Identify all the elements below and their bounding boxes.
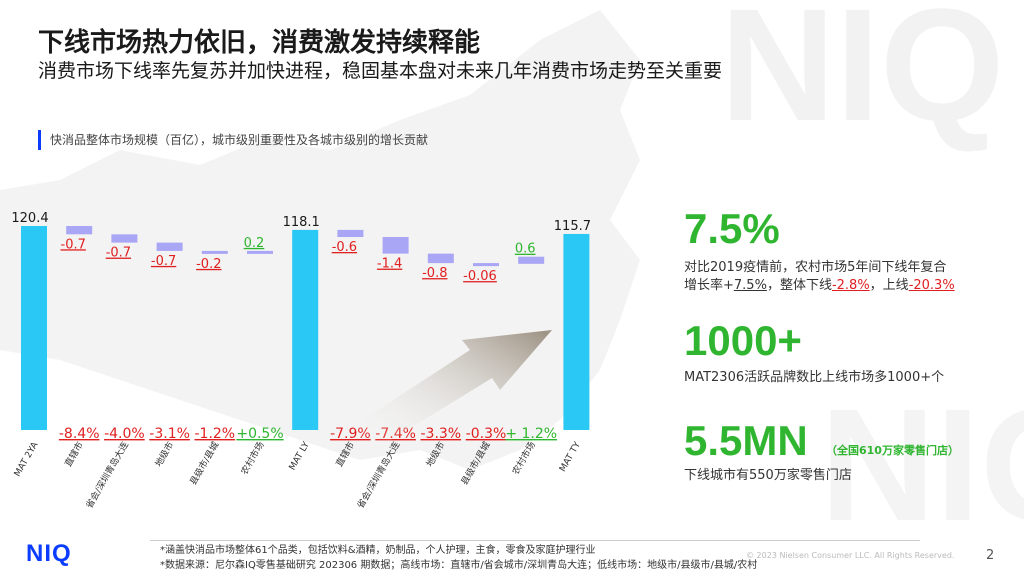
value-label-3: -0.7	[151, 254, 176, 269]
growth-label-5: +0.5%	[236, 426, 283, 442]
bar-change-1	[66, 226, 93, 235]
growth-label-1: -8.4%	[59, 426, 100, 442]
desc-text: ，整体下线	[766, 278, 832, 293]
category-label-6: MAT LY	[288, 440, 312, 472]
bar-total-0	[21, 226, 47, 430]
bar-change-10	[473, 263, 499, 267]
growth-label-11: + 1.2%	[505, 426, 557, 442]
value-label-8: -1.4	[377, 257, 402, 272]
page-subtitle: 消费市场下线率先复苏并加快进程，稳固基本盘对未来几年消费市场走势至关重要	[38, 60, 723, 82]
bar-change-3	[156, 242, 183, 251]
growth-label-3: -3.1%	[149, 426, 190, 442]
growth-label-9: -3.3%	[420, 426, 461, 442]
value-label-5: 0.2	[244, 236, 265, 251]
bar-change-9	[427, 253, 454, 264]
stat-cagr-desc-line2: 增长率+7.5%，整体下线-2.8%，上线-20.3%	[684, 274, 955, 293]
category-label-5: 农村市场	[238, 440, 266, 477]
value-label-7: -0.6	[332, 240, 357, 255]
value-label-1: -0.7	[61, 237, 86, 252]
value-label-0: 120.4	[11, 211, 48, 226]
page-number: 2	[986, 548, 995, 563]
desc-text: 增长率+	[684, 278, 734, 293]
svg-text:NIQ: NIQ	[720, 0, 1004, 154]
trend-arrow-icon	[355, 330, 552, 448]
growth-label-10: -0.3%	[466, 426, 507, 442]
desc-lower-rate: -2.8%	[831, 278, 870, 293]
value-label-11: 0.6	[515, 242, 536, 257]
bar-change-2	[111, 234, 138, 243]
category-label-3: 地级市	[152, 440, 176, 469]
category-label-1: 直辖市	[62, 440, 86, 469]
category-label-10: 县级市/县城	[458, 440, 492, 488]
category-label-0: MAT 2YA	[13, 440, 41, 479]
footer-note-2: *数据来源：尼尔森IQ零售基础研究 202306 期数据；高线市场：直辖市/省会…	[160, 560, 758, 571]
trend-arrow-shape	[355, 330, 552, 448]
footer-note-1: *涵盖快消品市场整体61个品类，包括饮料&酒精，奶制品，个人护理，主食，零食及家…	[160, 545, 596, 556]
growth-label-2: -4.0%	[104, 426, 145, 442]
value-label-6: 118.1	[283, 215, 320, 230]
category-label-8: 省会/深圳青岛大连	[354, 440, 402, 511]
desc-rural-rate: 7.5%	[733, 278, 767, 293]
category-label-2: 省会/深圳青岛大连	[83, 440, 131, 511]
stat-brands-desc: MAT2306活跃品牌数比上线市场多1000+个	[684, 370, 945, 385]
bar-change-5	[247, 250, 273, 254]
bar-total-12	[563, 233, 590, 430]
stat-stores-note: （全国610万家零售门店）	[826, 444, 959, 457]
desc-text: ，上线	[869, 278, 909, 293]
chart-label-accent	[38, 130, 41, 150]
footer-divider	[150, 540, 920, 541]
category-label-11: 农村市场	[509, 440, 537, 477]
bar-change-8	[382, 237, 409, 254]
bar-total-6	[292, 229, 319, 430]
category-label-9: 地级市	[423, 440, 447, 469]
chart-label: 快消品整体市场规模（百亿），城市级别重要性及各城市级别的增长贡献	[50, 133, 429, 147]
stat-cagr: 7.5%	[684, 205, 780, 252]
bar-change-11	[518, 256, 545, 264]
value-label-10: -0.06	[463, 269, 497, 284]
category-label-4: 县级市/县城	[187, 440, 221, 488]
desc-upper-rate: -20.3%	[908, 278, 955, 293]
value-label-2: -0.7	[106, 246, 131, 261]
value-label-9: -0.8	[422, 266, 447, 281]
value-label-12: 115.7	[554, 219, 591, 234]
svg-text:NIQ: NIQ	[820, 375, 1024, 554]
bar-change-4	[201, 250, 228, 254]
value-label-4: -0.2	[196, 257, 221, 272]
page-title: 下线市场热力依旧，消费激发持续释能	[38, 28, 481, 58]
stat-stores: 5.5MN	[684, 417, 808, 464]
copyright: © 2023 Nielsen Consumer LLC. All Rights …	[746, 551, 955, 560]
stat-stores-desc: 下线城市有550万家零售门店	[684, 468, 852, 483]
niq-logo: NIQ	[26, 540, 72, 567]
category-label-7: 直辖市	[333, 440, 357, 469]
growth-label-4: -1.2%	[194, 426, 235, 442]
stat-cagr-desc-line1: 对比2019疫情前，农村市场5年间下线年复合	[684, 260, 947, 275]
bar-change-7	[337, 229, 364, 238]
stat-brands: 1000+	[684, 317, 802, 364]
category-label-12: MAT TY	[558, 440, 583, 474]
